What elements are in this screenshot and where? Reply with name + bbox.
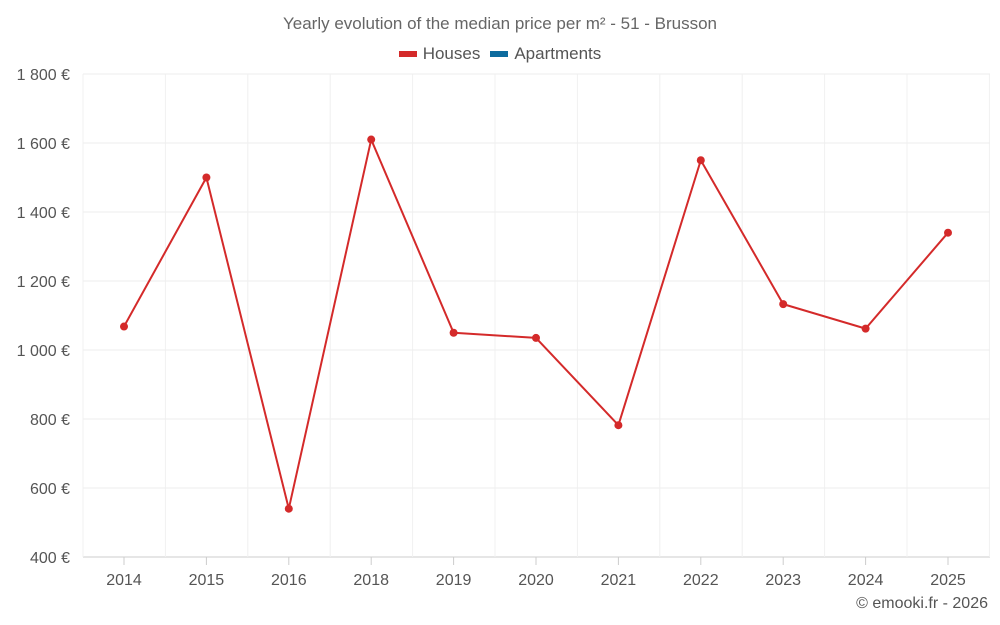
x-tick-label: 2023 (765, 572, 801, 589)
data-point-houses-2016[interactable] (284, 504, 293, 513)
legend-label-houses: Houses (422, 44, 481, 63)
x-tick-label: 2015 (189, 572, 225, 589)
y-tick-label: 800 € (30, 412, 70, 429)
legend-swatch-houses (398, 51, 417, 57)
legend-item-houses[interactable]: Houses (398, 44, 481, 64)
x-tick-label: 2014 (106, 572, 142, 589)
data-point-houses-2015[interactable] (202, 173, 211, 182)
x-tick-label: 2019 (436, 572, 472, 589)
legend-swatch-apartments (490, 51, 509, 57)
x-tick-label: 2016 (271, 572, 307, 589)
x-tick-label: 2020 (518, 572, 554, 589)
data-point-houses-2024[interactable] (861, 324, 870, 333)
legend-item-apartments[interactable]: Apartments (490, 44, 601, 64)
data-point-houses-2023[interactable] (779, 300, 788, 309)
data-point-houses-2019[interactable] (449, 328, 458, 337)
x-tick-label: 2018 (353, 572, 389, 589)
legend-label-apartments: Apartments (514, 44, 602, 63)
chart-legend: Houses Apartments (0, 44, 1000, 64)
y-tick-label: 1 600 € (17, 136, 70, 153)
data-point-houses-2021[interactable] (614, 421, 623, 430)
data-point-houses-2020[interactable] (532, 333, 540, 342)
chart-title: Yearly evolution of the median price per… (282, 14, 718, 33)
data-point-houses-2022[interactable] (696, 156, 705, 165)
y-tick-label: 1 000 € (17, 343, 70, 360)
y-tick-label: 1 200 € (17, 274, 70, 291)
data-point-houses-2014[interactable] (120, 322, 128, 331)
y-tick-label: 400 € (30, 550, 70, 567)
x-tick-label: 2022 (683, 572, 719, 589)
y-tick-label: 600 € (30, 481, 70, 498)
y-tick-label: 1 800 € (17, 67, 70, 84)
y-tick-label: 1 400 € (17, 205, 70, 222)
data-point-houses-2025[interactable] (944, 228, 952, 237)
x-tick-label: 2024 (848, 572, 884, 589)
copyright-credit: © emooki.fr - 2026 (856, 595, 988, 612)
x-tick-label: 2021 (601, 572, 637, 589)
x-tick-label: 2025 (930, 572, 966, 589)
data-point-houses-2018[interactable] (367, 135, 376, 144)
